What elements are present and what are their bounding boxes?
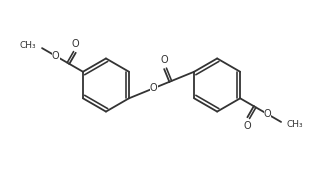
Text: O: O: [264, 109, 271, 119]
Text: O: O: [160, 55, 168, 65]
Text: CH₃: CH₃: [19, 41, 36, 50]
Text: O: O: [150, 83, 157, 93]
Text: O: O: [244, 121, 251, 131]
Text: O: O: [52, 51, 59, 61]
Text: O: O: [72, 39, 80, 49]
Text: CH₃: CH₃: [287, 120, 304, 129]
